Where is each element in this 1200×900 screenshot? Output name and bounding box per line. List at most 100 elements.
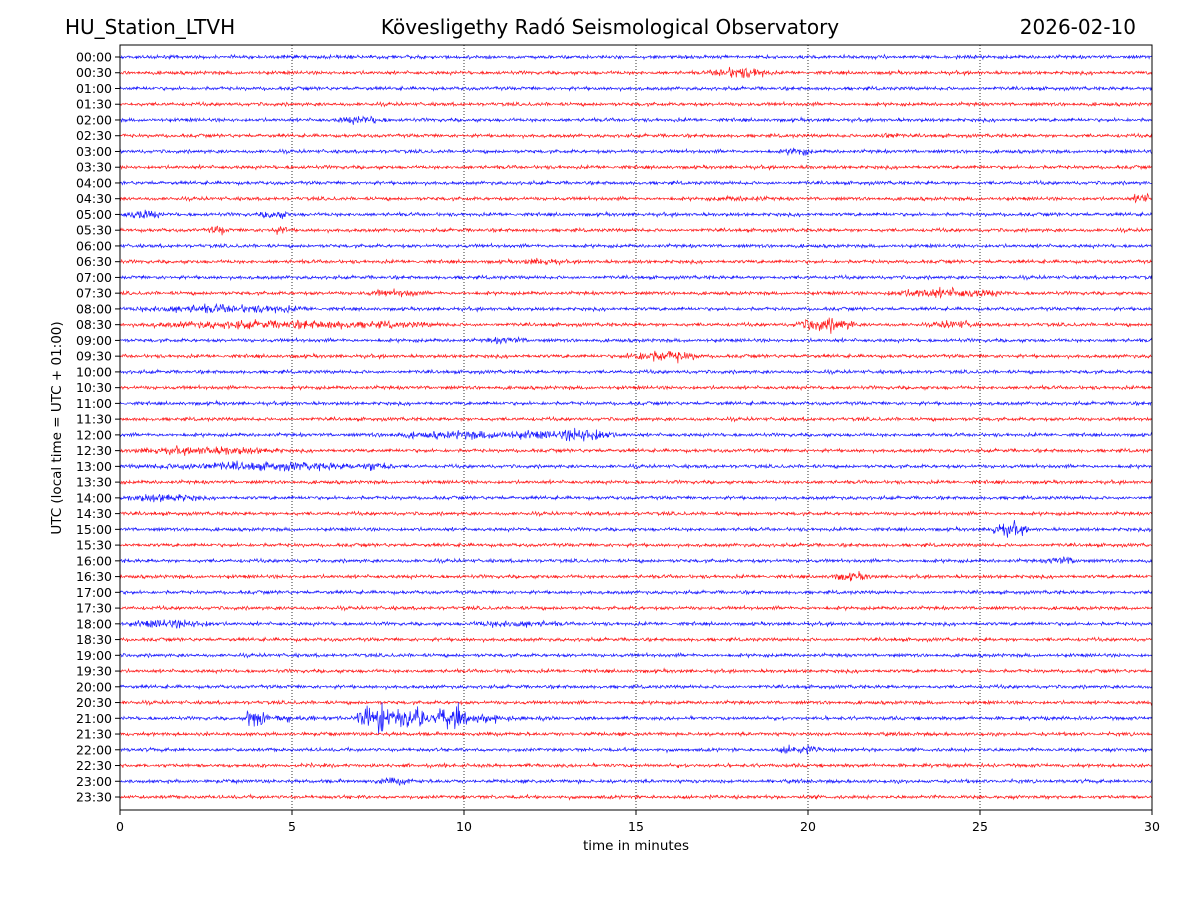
- y-tick-label: 08:00: [76, 301, 112, 316]
- y-tick-label: 09:30: [76, 349, 112, 364]
- y-tick-label: 02:00: [76, 112, 112, 127]
- trace-2130: [119, 730, 1153, 738]
- trace-1300: [119, 460, 1153, 472]
- x-tick-label: 20: [800, 819, 816, 834]
- trace-1830: [119, 636, 1153, 644]
- trace-0500: [119, 209, 1153, 220]
- trace-0600: [119, 242, 1153, 250]
- y-tick-label: 23:00: [76, 774, 112, 789]
- trace-2030: [119, 699, 1153, 707]
- y-tick-label: 08:30: [76, 317, 112, 332]
- y-tick-label: 01:00: [76, 81, 112, 96]
- chart-date: 2026-02-10: [1019, 15, 1136, 39]
- trace-1430: [119, 510, 1153, 518]
- y-tick-label: 19:30: [76, 664, 112, 679]
- y-tick-label: 14:30: [76, 506, 112, 521]
- y-tick-label: 18:00: [76, 616, 112, 631]
- trace-0130: [119, 100, 1153, 108]
- trace-1900: [119, 651, 1153, 659]
- trace-0530: [119, 225, 1153, 236]
- trace-2330: [119, 793, 1153, 801]
- trace-2230: [119, 761, 1153, 770]
- x-tick-label: 15: [628, 819, 644, 834]
- y-tick-label: 17:00: [76, 585, 112, 600]
- y-tick-label: 14:00: [76, 490, 112, 505]
- trace-1730: [119, 604, 1153, 612]
- y-tick-label: 21:00: [76, 711, 112, 726]
- trace-0730: [119, 286, 1153, 299]
- x-tick-label: 0: [116, 819, 124, 834]
- trace-1330: [119, 478, 1153, 486]
- trace-1530: [119, 541, 1153, 549]
- trace-0900: [119, 335, 1153, 345]
- y-tick-label: 07:00: [76, 270, 112, 285]
- trace-1930: [119, 667, 1153, 675]
- trace-0300: [119, 147, 1153, 156]
- y-tick-label: 12:00: [76, 427, 112, 442]
- trace-1100: [119, 399, 1153, 408]
- trace-0930: [119, 350, 1153, 364]
- trace-2000: [119, 683, 1153, 691]
- trace-2200: [119, 744, 1153, 755]
- trace-0230: [119, 132, 1153, 140]
- y-tick-label: 19:00: [76, 648, 112, 663]
- y-tick-label: 21:30: [76, 727, 112, 742]
- trace-0830: [119, 317, 1153, 334]
- trace-0630: [119, 257, 1153, 266]
- y-tick-label: 10:00: [76, 364, 112, 379]
- y-tick-label: 17:30: [76, 601, 112, 616]
- trace-0330: [119, 163, 1153, 171]
- y-tick-label: 11:00: [76, 396, 112, 411]
- trace-0400: [119, 179, 1153, 187]
- trace-1400: [119, 494, 1153, 503]
- y-axis-label: UTC (local time = UTC + 01:00): [49, 321, 65, 534]
- trace-1800: [120, 619, 1153, 629]
- trace-1000: [119, 368, 1153, 376]
- trace-0800: [119, 302, 1153, 314]
- y-tick-label: 18:30: [76, 632, 112, 647]
- trace-0000: [119, 53, 1153, 61]
- trace-2100: [119, 702, 1153, 735]
- y-tick-label: 09:00: [76, 333, 112, 348]
- y-tick-label: 15:00: [76, 522, 112, 537]
- trace-0030: [119, 66, 1153, 79]
- y-tick-label: 16:00: [76, 553, 112, 568]
- y-tick-label: 03:30: [76, 160, 112, 175]
- y-tick-label: 05:30: [76, 223, 112, 238]
- y-tick-label: 06:30: [76, 254, 112, 269]
- y-tick-label: 00:30: [76, 65, 112, 80]
- station-name: HU_Station_LTVH: [65, 15, 236, 39]
- y-tick-label: 00:00: [76, 50, 112, 65]
- y-tick-label: 22:30: [76, 758, 112, 773]
- trace-1130: [119, 415, 1153, 423]
- y-tick-label: 23:30: [76, 790, 112, 805]
- y-tick-label: 03:00: [76, 144, 112, 159]
- y-tick-label: 02:30: [76, 128, 112, 143]
- y-tick-label: 06:00: [76, 238, 112, 253]
- trace-1230: [119, 445, 1153, 456]
- y-tick-label: 05:00: [76, 207, 112, 222]
- trace-2300: [119, 776, 1153, 787]
- y-tick-label: 01:30: [76, 97, 112, 112]
- x-tick-label: 30: [1144, 819, 1160, 834]
- y-tick-label: 04:00: [76, 175, 112, 190]
- x-tick-label: 5: [288, 819, 296, 834]
- y-tick-label: 15:30: [76, 538, 112, 553]
- y-tick-label: 20:30: [76, 695, 112, 710]
- y-tick-label: 04:30: [76, 191, 112, 206]
- y-tick-label: 16:30: [76, 569, 112, 584]
- y-tick-label: 10:30: [76, 380, 112, 395]
- trace-1600: [119, 556, 1153, 565]
- trace-0700: [119, 274, 1153, 282]
- x-axis-label: time in minutes: [583, 838, 689, 854]
- trace-0430: [119, 192, 1153, 204]
- y-tick-label: 13:30: [76, 475, 112, 490]
- x-tick-label: 10: [456, 819, 472, 834]
- trace-1030: [119, 384, 1153, 392]
- trace-0200: [119, 115, 1153, 125]
- x-tick-label: 25: [972, 819, 988, 834]
- chart-title: Kövesligethy Radó Seismological Observat…: [380, 15, 840, 39]
- y-tick-label: 13:00: [76, 459, 112, 474]
- y-tick-label: 22:00: [76, 742, 112, 757]
